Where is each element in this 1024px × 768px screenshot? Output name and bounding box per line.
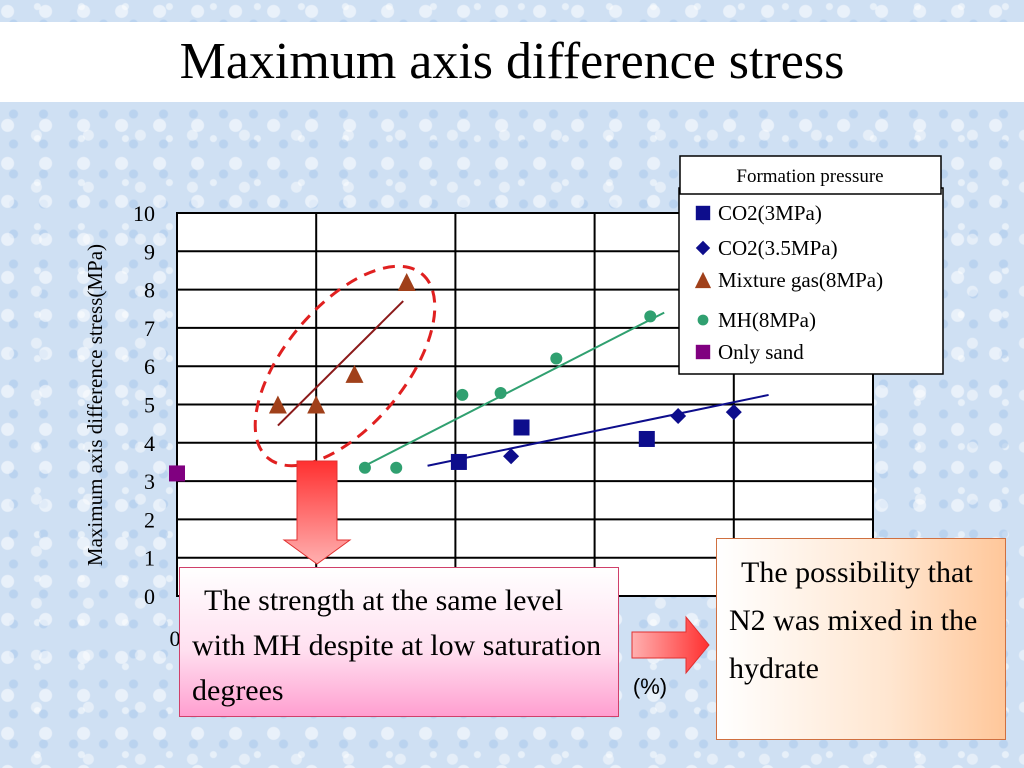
legend-label-only-sand: Only sand: [718, 340, 804, 364]
title-band: [0, 22, 1024, 102]
data-markers: [169, 272, 742, 482]
legend-marker-only-sand: [695, 344, 711, 360]
legend-label-mixture-gas-8mpa: Mixture gas(8MPa): [718, 268, 883, 292]
legend-box: [678, 187, 944, 375]
point-mixture-gas-8mpa: [345, 364, 364, 383]
y-tick-label: 5: [144, 393, 155, 418]
y-tick-label: 2: [144, 507, 155, 532]
trend-line: [277, 300, 404, 427]
point-mh-8mpa: [644, 310, 657, 323]
y-tick-label: 3: [144, 469, 155, 494]
point-only-sand: [169, 465, 185, 482]
point-mh-8mpa: [494, 387, 507, 400]
x-axis-label-partial: (%): [633, 674, 667, 699]
legend-items: CO2(3MPa) CO2(3.5MPa) Mixture gas(8MPa) MH(…: [694, 201, 883, 364]
callout-n2-mixed: The possibility that N2 was mixed in the…: [716, 538, 1006, 740]
legend-label-mh-8mpa: MH(8MPa): [718, 308, 816, 332]
point-mh-8mpa: [456, 388, 469, 401]
arrow-down-icon: [282, 460, 352, 565]
legend-title-box: [679, 155, 942, 195]
y-tick-label: 8: [144, 278, 155, 303]
x-tick-label-first: 0: [170, 626, 181, 651]
trend-lines: [277, 300, 769, 467]
legend-label-co2-3mpa: CO2(3MPa): [718, 201, 822, 225]
legend-marker-mixture-gas-8mpa: [694, 271, 712, 289]
arrow-right-icon: [631, 615, 710, 675]
point-co2-3-5mpa: [670, 407, 687, 424]
y-tick-label: 10: [133, 201, 155, 226]
y-tick-label: 4: [144, 431, 155, 456]
point-mixture-gas-8mpa: [397, 272, 416, 291]
point-co2-3mpa: [513, 419, 530, 436]
point-mh-8mpa: [550, 352, 563, 365]
point-mixture-gas-8mpa: [307, 395, 326, 414]
point-co2-3mpa: [638, 430, 655, 447]
legend-label-co2-3-5mpa: CO2(3.5MPa): [718, 236, 838, 260]
trend-line: [427, 393, 769, 467]
y-tick-label: 7: [144, 316, 155, 341]
legend-title: Formation pressure: [736, 166, 883, 187]
point-mh-8mpa: [358, 461, 371, 474]
y-tick-label: 1: [144, 546, 155, 571]
callout-low-saturation: The strength at the same level with MH d…: [179, 567, 619, 717]
y-tick-label: 0: [144, 584, 155, 609]
y-axis-label: Maximum axis difference stress(MPa): [83, 244, 107, 566]
y-tick-label: 9: [144, 239, 155, 264]
y-tick-label: 6: [144, 354, 155, 379]
slide-title: Maximum axis difference stress: [179, 33, 845, 90]
callout-right-text: The possibility that N2 was mixed in the…: [729, 556, 978, 685]
legend-marker-co2-3-5mpa: [695, 240, 711, 256]
point-mh-8mpa: [390, 461, 403, 474]
point-co2-3-5mpa: [725, 404, 742, 421]
point-co2-3mpa: [450, 453, 467, 470]
highlight-ellipse: [253, 264, 437, 468]
legend: Formation pressure CO2(3MPa) CO2(3.5MPa) M…: [678, 155, 944, 375]
point-mixture-gas-8mpa: [268, 395, 287, 414]
point-co2-3-5mpa: [503, 448, 520, 465]
legend-marker-mh-8mpa: [697, 314, 709, 326]
trend-line: [364, 311, 665, 467]
legend-marker-co2-3mpa: [695, 205, 711, 221]
callout-left-text: The strength at the same level with MH d…: [192, 584, 602, 707]
